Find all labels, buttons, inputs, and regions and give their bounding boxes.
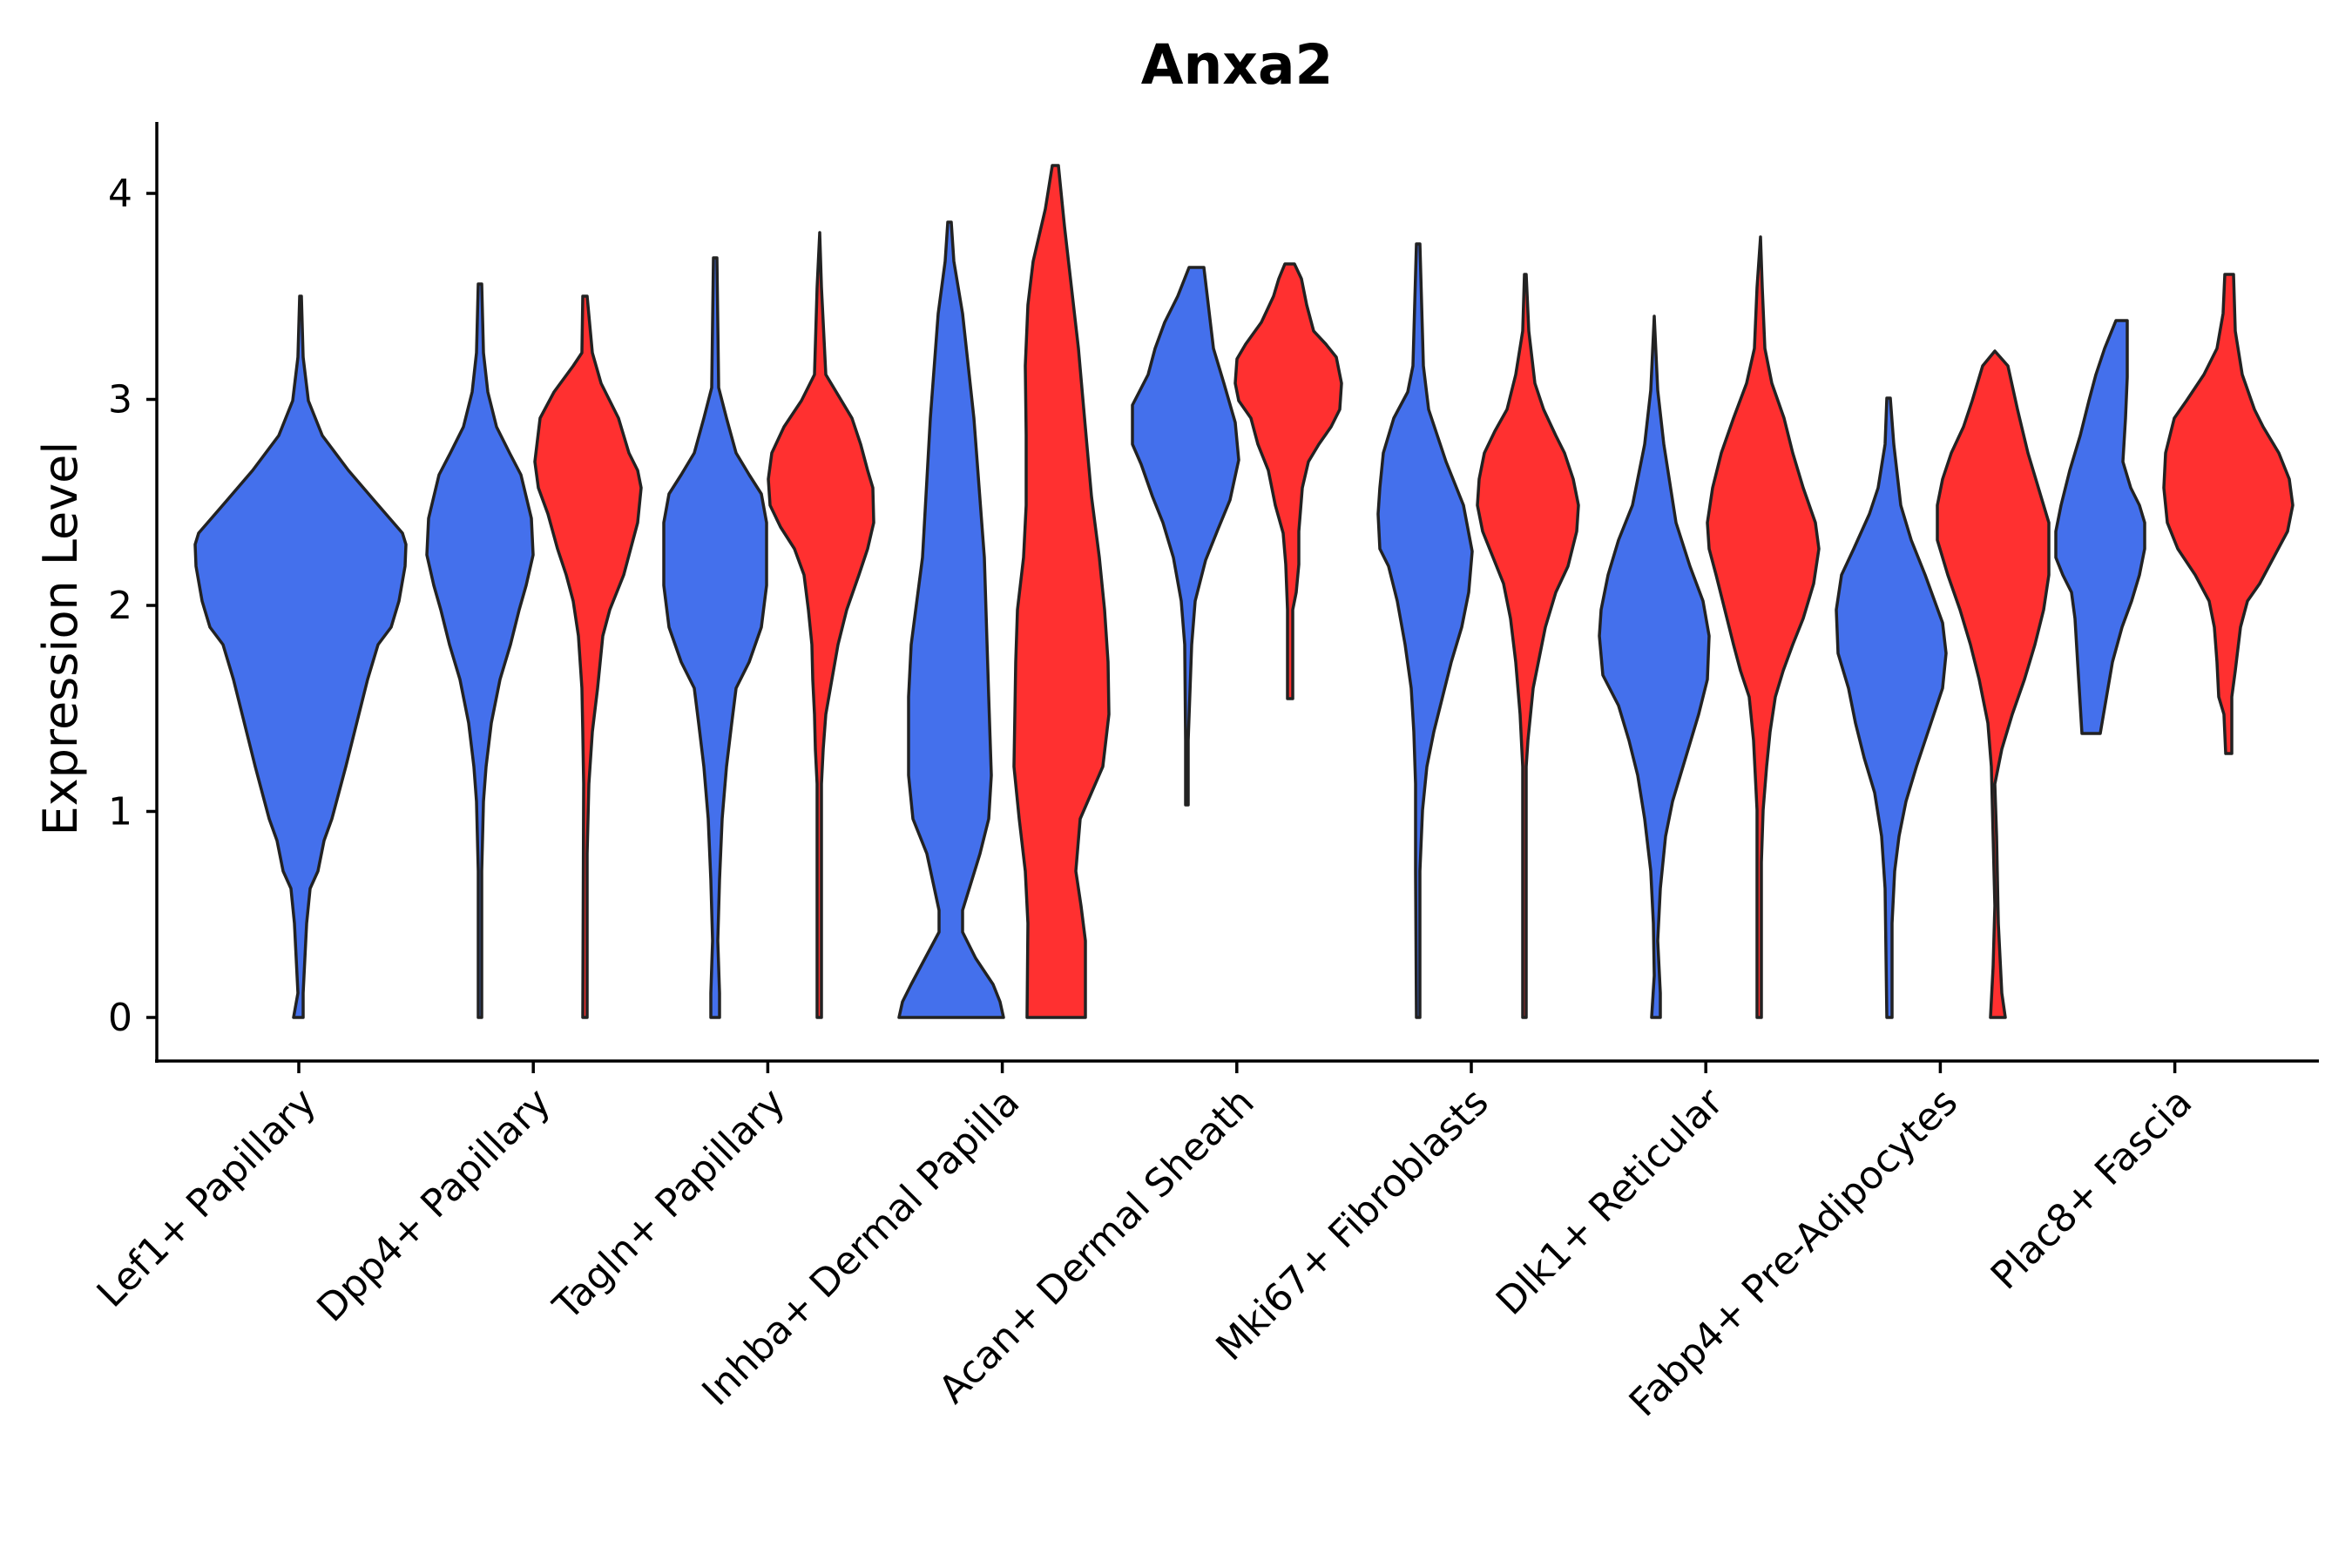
y-tick-label: 2: [108, 584, 132, 628]
y-tick-label: 4: [108, 172, 132, 216]
y-tick-label: 1: [108, 790, 132, 835]
violin-inhba-dermal-papilla-red: [1012, 164, 1111, 1019]
violin-tagln-papillary-blue: [662, 256, 768, 1019]
violin-plac8-fascia-blue: [2054, 319, 2146, 735]
x-category-label: Mki67+ Fibroblasts: [1207, 1080, 1497, 1369]
violin-lef1-papillary-blue: [193, 294, 408, 1019]
violin-fabp4-pre-adipocytes-red: [1936, 349, 2051, 1019]
x-category-label: Lef1+ Papillary: [89, 1080, 325, 1316]
x-category-label: Dpp4+ Papillary: [308, 1080, 559, 1331]
violin-dpp4-papillary-blue: [425, 282, 535, 1019]
violin-mki67-fibroblasts-red: [1476, 273, 1580, 1019]
violin-acan-dermal-sheath-blue: [1131, 266, 1240, 807]
y-axis: 0 1 2 3 4: [108, 122, 159, 1063]
violin-dlk1-reticular-red: [1706, 235, 1821, 1019]
chart-title: Anxa2: [1141, 33, 1334, 97]
violin-inhba-dermal-papilla-blue: [897, 220, 1005, 1019]
x-category-label: Tagln+ Papillary: [544, 1080, 794, 1329]
violin-acan-dermal-sheath-red: [1233, 262, 1343, 700]
y-axis-label: Expression Level: [33, 442, 88, 836]
violin-fabp4-pre-adipocytes-blue: [1835, 396, 1948, 1019]
violin-dpp4-papillary-red: [533, 294, 643, 1019]
x-category-label: Dlk1+ Reticular: [1488, 1079, 1733, 1324]
y-tick-label: 0: [108, 996, 132, 1040]
violin-tagln-papillary-red: [767, 231, 875, 1019]
violin-plac8-fascia-red: [2162, 273, 2295, 755]
violin-dlk1-reticular-blue: [1598, 314, 1711, 1019]
violins-group: [193, 164, 2295, 1019]
y-tick-label: 3: [108, 378, 132, 422]
violin-mki67-fibroblasts-blue: [1376, 242, 1474, 1019]
x-category-label: Plac8+ Fascia: [1983, 1080, 2201, 1299]
